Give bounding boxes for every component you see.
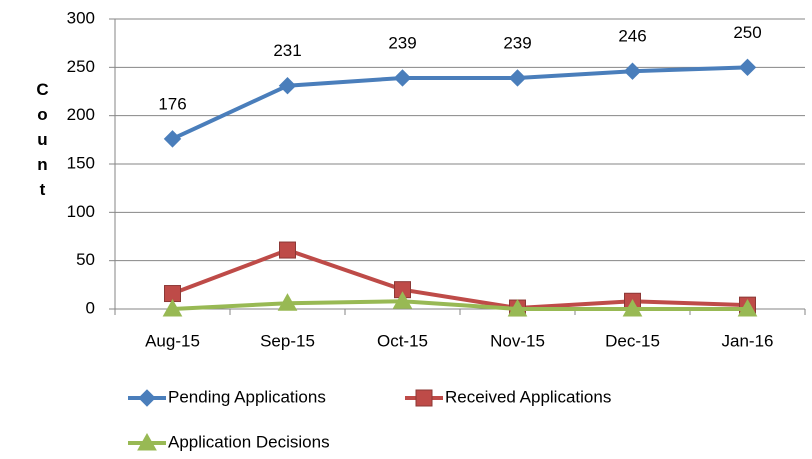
series-line xyxy=(172,299,748,311)
data-point xyxy=(279,241,296,259)
legend-label: Application Decisions xyxy=(168,432,330,451)
data-label: 250 xyxy=(733,23,761,42)
data-point xyxy=(277,293,298,311)
data-point xyxy=(392,291,413,309)
x-tick-label: Sep-15 xyxy=(260,331,315,350)
data-point xyxy=(622,298,643,317)
legend-marker xyxy=(138,389,156,407)
y-tick-label: 0 xyxy=(86,298,95,317)
x-tick-label: Oct-15 xyxy=(377,331,428,350)
x-tick-label: Dec-15 xyxy=(605,331,660,350)
data-point xyxy=(623,62,642,80)
data-label: 239 xyxy=(503,33,531,52)
y-tick-label: 300 xyxy=(67,8,95,27)
y-tick-label: 150 xyxy=(67,153,95,172)
data-point xyxy=(737,298,758,317)
data-point xyxy=(508,69,527,87)
x-tick-label: Jan-16 xyxy=(722,331,774,350)
data-label: 239 xyxy=(388,33,416,52)
y-tick-label: 200 xyxy=(67,105,95,124)
legend-marker xyxy=(137,432,157,451)
series-line xyxy=(171,65,748,141)
legend-label: Received Applications xyxy=(445,387,611,406)
data-label: 246 xyxy=(618,27,646,46)
legend-marker xyxy=(415,389,433,407)
data-label: 231 xyxy=(273,41,301,60)
data-point xyxy=(162,298,183,317)
y-tick-label: 50 xyxy=(76,250,95,269)
x-tick-label: Nov-15 xyxy=(490,331,545,350)
y-tick-label: 100 xyxy=(67,202,95,221)
data-point xyxy=(738,58,757,77)
data-point xyxy=(278,76,297,95)
y-tick-label: 250 xyxy=(67,57,95,76)
data-point xyxy=(507,298,528,317)
data-point xyxy=(393,69,412,87)
legend-label: Pending Applications xyxy=(168,387,326,406)
data-point xyxy=(163,130,182,148)
data-label: 176 xyxy=(158,94,186,113)
y-axis-label: Count xyxy=(33,80,52,205)
x-tick-label: Aug-15 xyxy=(145,331,200,350)
series-line xyxy=(171,247,748,311)
